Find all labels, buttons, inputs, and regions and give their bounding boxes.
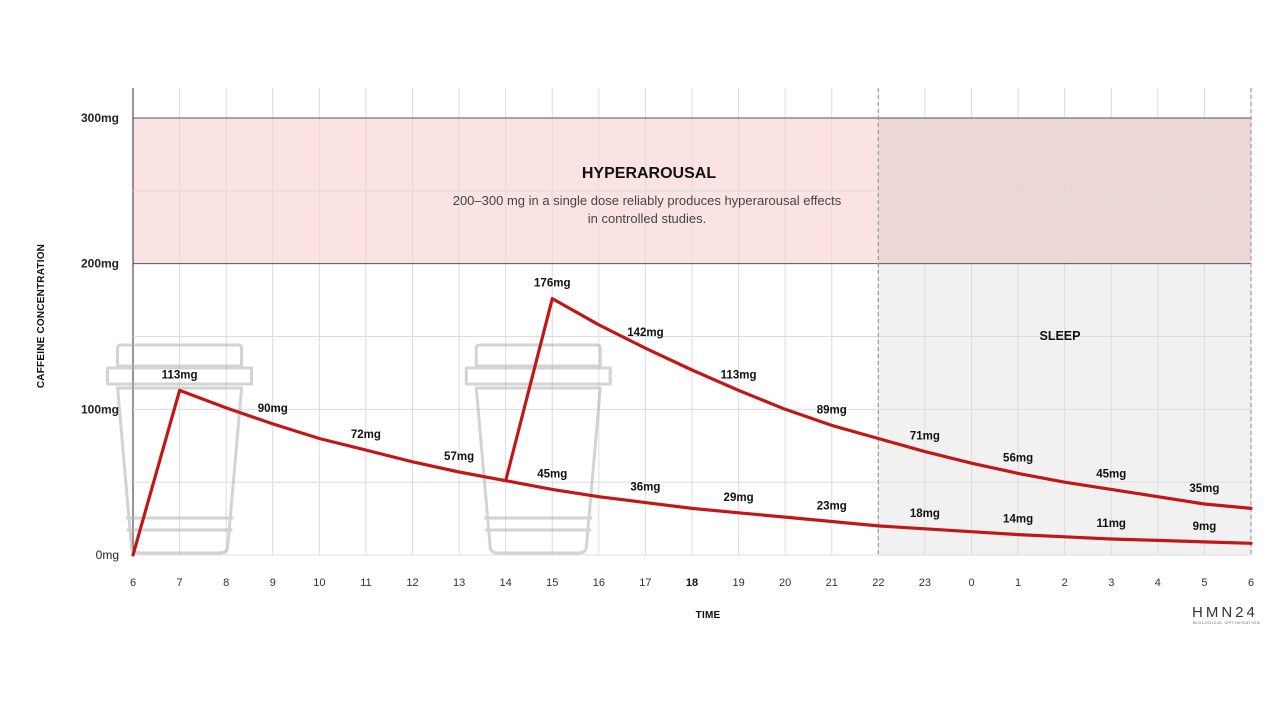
x-tick-label: 12 <box>406 577 418 589</box>
data-label-series-1: 57mg <box>444 451 474 463</box>
x-tick-label: 19 <box>732 577 744 589</box>
brand-name: HMN24 <box>1192 604 1258 621</box>
x-tick-label: 10 <box>313 577 325 589</box>
coffee-cup-icon <box>464 343 612 555</box>
data-label-series-1: 113mg <box>162 369 198 381</box>
y-axis-title: CAFFEINE CONCENTRATION <box>36 244 47 388</box>
caffeine-series-line-2 <box>504 297 1253 510</box>
cup-body <box>474 386 602 555</box>
cup-lid-rim <box>464 366 612 386</box>
x-tick-label: 13 <box>453 577 465 589</box>
y-tick-label: 200mg <box>81 257 119 271</box>
data-label-series-2: 89mg <box>817 404 847 416</box>
x-tick-label: 2 <box>1062 577 1068 589</box>
y-tick-label: 100mg <box>81 402 119 416</box>
x-tick-label: 23 <box>919 577 931 589</box>
data-label-series-1: 11mg <box>1097 518 1126 530</box>
series-layer <box>131 297 1253 557</box>
y-tick-label: 0mg <box>96 548 119 562</box>
x-tick-label: 7 <box>177 577 183 589</box>
data-label-series-2: 176mg <box>534 278 570 290</box>
cup-body <box>116 386 244 555</box>
x-tick-label: 8 <box>223 577 229 589</box>
data-label-series-2: 113mg <box>721 369 757 381</box>
data-label-series-2: 71mg <box>910 431 940 443</box>
data-label-series-2: 56mg <box>1003 452 1033 464</box>
cup-lid-top <box>116 343 244 368</box>
data-label-series-1: 90mg <box>258 403 288 415</box>
brand-logo: HMN24 BIOLOGICAL OPTIMISATION <box>1192 604 1260 625</box>
data-labels-layer: 113mg 90mg 72mg 57mg 45mg 36mg 29mg 23mg 18mg 14m… <box>162 278 1220 533</box>
x-tick-label: 20 <box>779 577 791 589</box>
data-label-series-1: 72mg <box>351 429 381 441</box>
x-tick-label: 22 <box>872 577 884 589</box>
data-label-series-1: 23mg <box>817 500 847 512</box>
x-tick-label: 1 <box>1015 577 1021 589</box>
x-tick-label: 18 <box>686 577 698 589</box>
data-label-series-1: 36mg <box>630 482 660 494</box>
x-tick-label: 6 <box>1248 577 1254 589</box>
caffeine-series-line-1 <box>131 388 1253 557</box>
x-tick-label: 9 <box>270 577 276 589</box>
brand-tagline: BIOLOGICAL OPTIMISATION <box>1193 620 1260 625</box>
x-tick-label: 5 <box>1201 577 1207 589</box>
coffee-cup-icon <box>106 343 254 555</box>
data-label-series-1: 45mg <box>537 468 567 480</box>
grid-layer <box>132 88 1252 556</box>
cup-lid-top <box>474 343 602 368</box>
x-tick-label: 0 <box>968 577 974 589</box>
data-label-series-1: 18mg <box>910 508 940 520</box>
x-tick-label: 21 <box>826 577 838 589</box>
x-tick-label: 11 <box>360 577 371 589</box>
data-label-series-1: 9mg <box>1193 521 1217 533</box>
hyperarousal-description-line-1: 200–300 mg in a single dose reliably pro… <box>453 193 842 208</box>
data-label-series-1: 14mg <box>1003 514 1033 526</box>
x-tick-label: 14 <box>500 577 512 589</box>
sleep-zone-title: SLEEP <box>1040 329 1081 343</box>
x-tick-label: 3 <box>1108 577 1114 589</box>
hyperarousal-description-line-2: in controlled studies. <box>588 211 707 226</box>
data-label-series-2: 142mg <box>627 327 663 339</box>
x-tick-label: 4 <box>1155 577 1161 589</box>
data-label-series-2: 45mg <box>1096 468 1126 480</box>
cup-icons-layer <box>106 343 612 555</box>
data-label-series-1: 29mg <box>724 492 754 504</box>
x-tick-label: 6 <box>130 577 136 589</box>
x-tick-label: 17 <box>639 577 651 589</box>
x-tick-label: 15 <box>546 577 558 589</box>
ticks-layer: 6 7 8 9 10 11 12 13 14 15 16 17 18 19 20 21 22 23 0 1 2 3 4 5 60… <box>81 111 1254 589</box>
x-axis-title: TIME <box>696 610 721 621</box>
data-label-series-2: 35mg <box>1189 483 1219 495</box>
zone-text-layer: HYPERAROUSAL 200–300 mg in a single dose… <box>453 165 1081 343</box>
cup-lid-rim <box>106 366 254 386</box>
x-tick-label: 16 <box>593 577 605 589</box>
hyperarousal-title: HYPERAROUSAL <box>582 165 716 182</box>
y-tick-label: 300mg <box>81 111 119 125</box>
